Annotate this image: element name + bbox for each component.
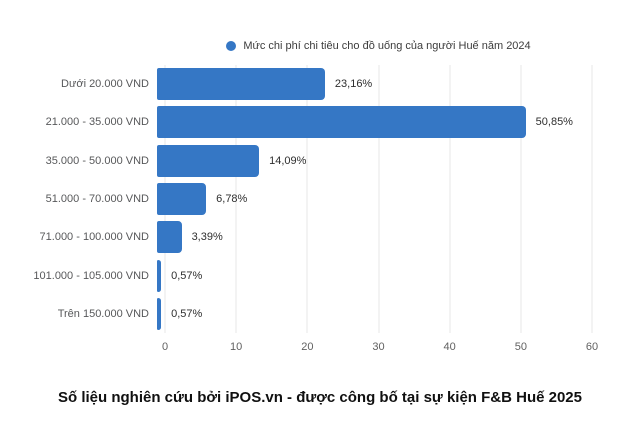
- x-tick-label: 40: [443, 341, 456, 353]
- bar-rows: Dưới 20.000 VND 23,16% 21.000 - 35.000 VND…: [0, 65, 592, 333]
- gridline: [378, 65, 379, 333]
- bar: [157, 221, 182, 254]
- bar: [157, 68, 325, 101]
- x-tick-label: 30: [372, 341, 385, 353]
- category-label: Trên 150.000 VND: [57, 307, 149, 320]
- gridline: [306, 65, 308, 333]
- bar-track: 6,78%: [157, 182, 592, 215]
- gridline: [520, 65, 522, 333]
- value-label: 6,78%: [216, 192, 248, 205]
- bar-row: 35.000 - 50.000 VND 14,09%: [0, 142, 592, 180]
- x-tick-label: 0: [161, 341, 169, 353]
- source-caption: Số liệu nghiên cứu bởi iPOS.vn - được cô…: [58, 389, 582, 406]
- bar-track: 50,85%: [157, 106, 592, 139]
- bar-row: 101.000 - 105.000 VND 0,57%: [0, 256, 592, 294]
- category-label: 51.000 - 70.000 VND: [45, 192, 149, 205]
- bar-row: Trên 150.000 VND 0,57%: [0, 295, 592, 333]
- bar-row: 21.000 - 35.000 VND 50,85%: [0, 103, 592, 141]
- bar: [157, 144, 260, 177]
- bar-row: 71.000 - 100.000 VND 3,39%: [0, 218, 592, 256]
- value-label: 0,57%: [171, 269, 203, 282]
- x-axis: 0 10 20 30 40 50 60: [161, 341, 598, 355]
- gridline: [449, 65, 451, 333]
- bar-row: 51.000 - 70.000 VND 6,78%: [0, 180, 592, 218]
- bar-track: 23,16%: [157, 68, 592, 101]
- category-label: 21.000 - 35.000 VND: [45, 116, 149, 129]
- x-tick-label: 10: [230, 341, 243, 353]
- value-label: 50,85%: [535, 116, 573, 129]
- category-label: 71.000 - 100.000 VND: [39, 231, 149, 244]
- category-label: 35.000 - 50.000 VND: [45, 154, 149, 167]
- bar-track: 14,09%: [157, 144, 592, 177]
- value-label: 14,09%: [269, 154, 307, 167]
- value-label: 23,16%: [334, 78, 373, 91]
- category-label: 101.000 - 105.000 VND: [33, 269, 149, 282]
- gridline: [591, 65, 593, 333]
- bar-track: 3,39%: [157, 221, 592, 254]
- value-label: 3,39%: [191, 231, 223, 244]
- x-tick-label: 60: [585, 341, 599, 353]
- value-label: 0,57%: [171, 307, 203, 320]
- bar-track: 0,57%: [157, 297, 592, 330]
- legend-marker-icon: [226, 41, 237, 51]
- gridline: [235, 65, 237, 333]
- bar-row: Dưới 20.000 VND 23,16%: [0, 65, 592, 103]
- bar: [157, 297, 162, 330]
- bar: [157, 106, 526, 139]
- bar-track: 0,57%: [157, 259, 592, 292]
- legend: Mức chi phí chi tiêu cho đồ uống của ngư…: [165, 38, 592, 54]
- x-tick-label: 20: [301, 341, 314, 353]
- x-tick-label: 50: [514, 341, 527, 353]
- legend-label: Mức chi phí chi tiêu cho đồ uống của ngư…: [243, 40, 531, 52]
- category-label: Dưới 20.000 VND: [61, 78, 149, 91]
- bar: [157, 259, 162, 292]
- bar: [157, 182, 207, 215]
